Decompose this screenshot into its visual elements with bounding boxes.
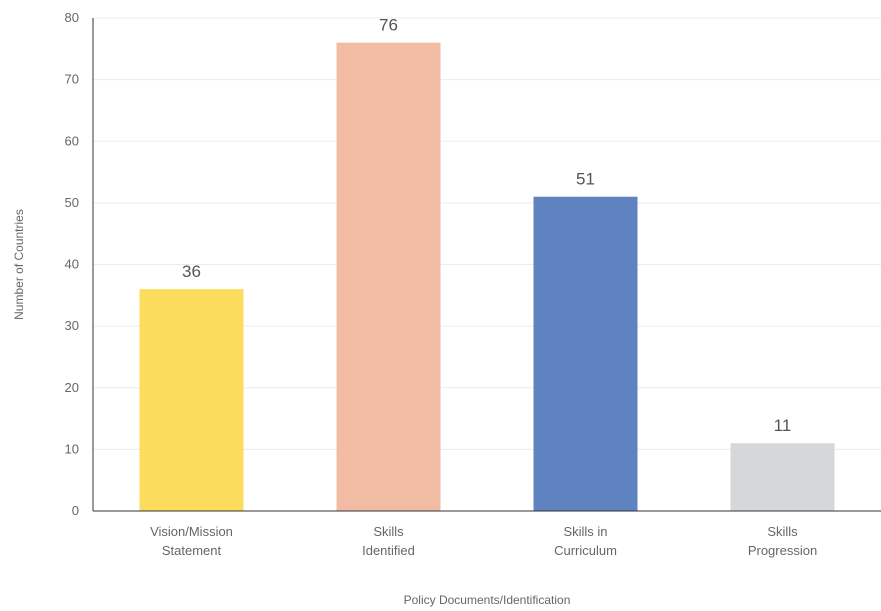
bar — [730, 443, 835, 511]
y-tick-label: 0 — [72, 503, 79, 518]
y-tick-label: 30 — [65, 318, 79, 333]
y-tick-label: 70 — [65, 72, 79, 87]
axes — [92, 18, 881, 512]
bar — [139, 289, 244, 511]
x-tick-label: Vision/Mission Statement — [150, 524, 233, 558]
data-label: 76 — [379, 16, 398, 35]
x-tick-label: Skills in Curriculum — [554, 524, 617, 558]
y-tick-label: 40 — [65, 257, 79, 272]
y-tick-label: 60 — [65, 133, 79, 148]
y-tick-label: 50 — [65, 195, 79, 210]
data-label: 11 — [774, 416, 792, 435]
y-tick-label: 80 — [65, 10, 79, 25]
y-axis-title: Number of Countries — [12, 209, 26, 320]
x-axis-title: Policy Documents/Identification — [404, 593, 571, 607]
bar — [533, 196, 638, 511]
bar — [336, 42, 441, 512]
y-tick-label: 20 — [65, 380, 79, 395]
x-tick-label: Skills Progression — [748, 524, 817, 558]
y-tick-labels: 0 10 20 30 40 50 60 70 80 — [65, 10, 79, 518]
data-label: 36 — [182, 262, 201, 281]
bars — [139, 42, 835, 512]
data-label: 51 — [576, 170, 595, 189]
x-tick-label: Skills Identified — [362, 524, 415, 558]
x-tick-labels: Vision/Mission Statement Skills Identified S… — [150, 524, 817, 558]
value-labels: 36 76 51 11 — [182, 16, 791, 436]
y-tick-label: 10 — [65, 441, 79, 456]
